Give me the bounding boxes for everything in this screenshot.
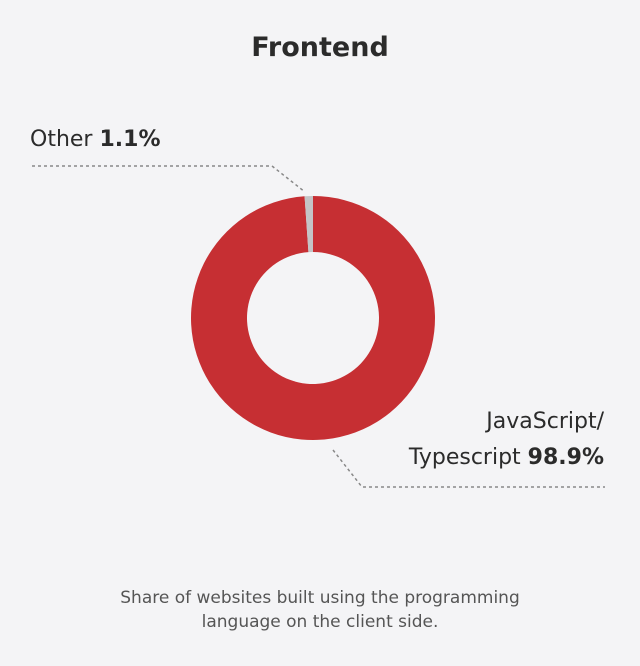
- category-label: JavaScript/ Typescript: [408, 409, 604, 470]
- slice-label: JavaScript/ Typescript 98.9%: [372, 404, 604, 476]
- slice: [304, 196, 313, 253]
- value-label: 98.9%: [527, 445, 604, 470]
- chart-title: Frontend: [251, 32, 389, 63]
- leader-line: [32, 165, 306, 193]
- slice: [191, 196, 435, 440]
- slice-label: Other 1.1%: [30, 122, 160, 158]
- caption: Share of websites built using the progra…: [120, 588, 520, 632]
- category-label: Other: [30, 127, 93, 152]
- value-label: 1.1%: [99, 127, 161, 152]
